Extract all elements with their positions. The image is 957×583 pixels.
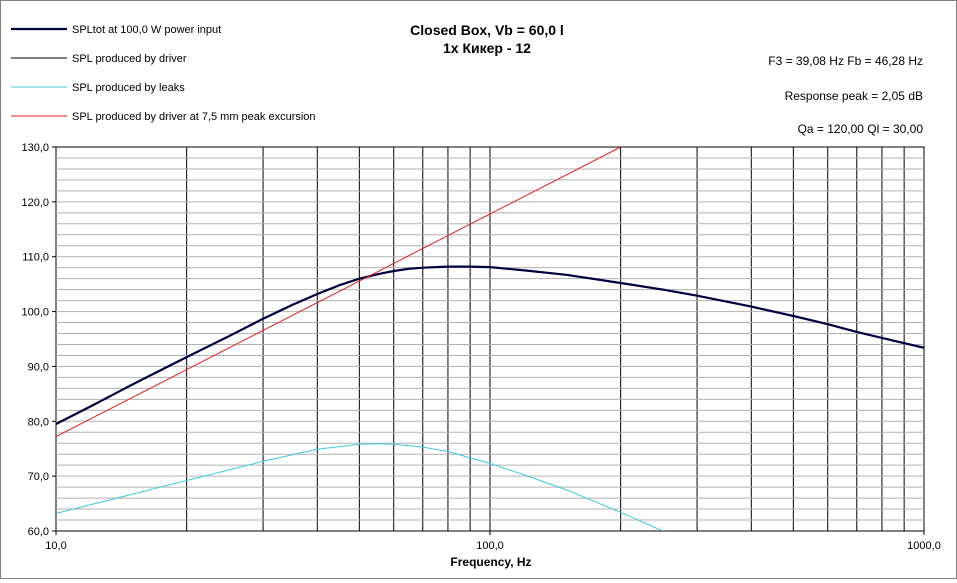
plot-series [56, 147, 924, 531]
y-tick-label: 120,0 [21, 197, 49, 209]
legend-label-3: SPL produced by driver at 7,5 mm peak ex… [72, 111, 316, 123]
chart-subtitle: 1x Кикер - 12 [443, 40, 531, 56]
x-tick-label: 100,0 [476, 540, 504, 552]
series-line-0 [56, 265, 924, 425]
y-tick-label: 70,0 [28, 471, 49, 483]
x-tick-label: 10,0 [45, 540, 66, 552]
y-tick-label: 110,0 [22, 252, 49, 264]
legend-label-2: SPL produced by leaks [72, 82, 185, 94]
chart-legend: SPLtot at 100,0 W power input SPL produce… [11, 24, 316, 123]
y-tick-label: 100,0 [21, 307, 49, 319]
legend-label-1: SPL produced by driver [72, 53, 187, 65]
legend-label-0: SPLtot at 100,0 W power input [72, 24, 221, 36]
annotation-2: Qa = 120,00 Ql = 30,00 [798, 122, 924, 136]
y-tick-label: 130,0 [21, 142, 49, 154]
chart-title: Closed Box, Vb = 60,0 l [410, 22, 564, 38]
plot-grid [56, 147, 924, 531]
chart-annotations: F3 = 39,08 Hz Fb = 46,28 Hz Response peak… [768, 54, 923, 136]
series-line-2 [56, 443, 663, 531]
y-tick-label: 80,0 [28, 416, 49, 428]
x-axis-label: Frequency, Hz [450, 555, 531, 569]
x-axis-ticks: 10,0 100,0 1000,0 [45, 531, 941, 552]
y-tick-label: 90,0 [28, 361, 49, 373]
y-axis-ticks: 60,0 70,0 80,0 90,0 100,0 110,0 120,0 130,0 [21, 142, 56, 538]
annotation-0: F3 = 39,08 Hz Fb = 46,28 Hz [768, 54, 923, 68]
y-tick-label: 60,0 [28, 526, 49, 538]
x-tick-label: 1000,0 [907, 540, 941, 552]
series-line-3 [56, 147, 621, 438]
annotation-1: Response peak = 2,05 dB [785, 89, 923, 103]
